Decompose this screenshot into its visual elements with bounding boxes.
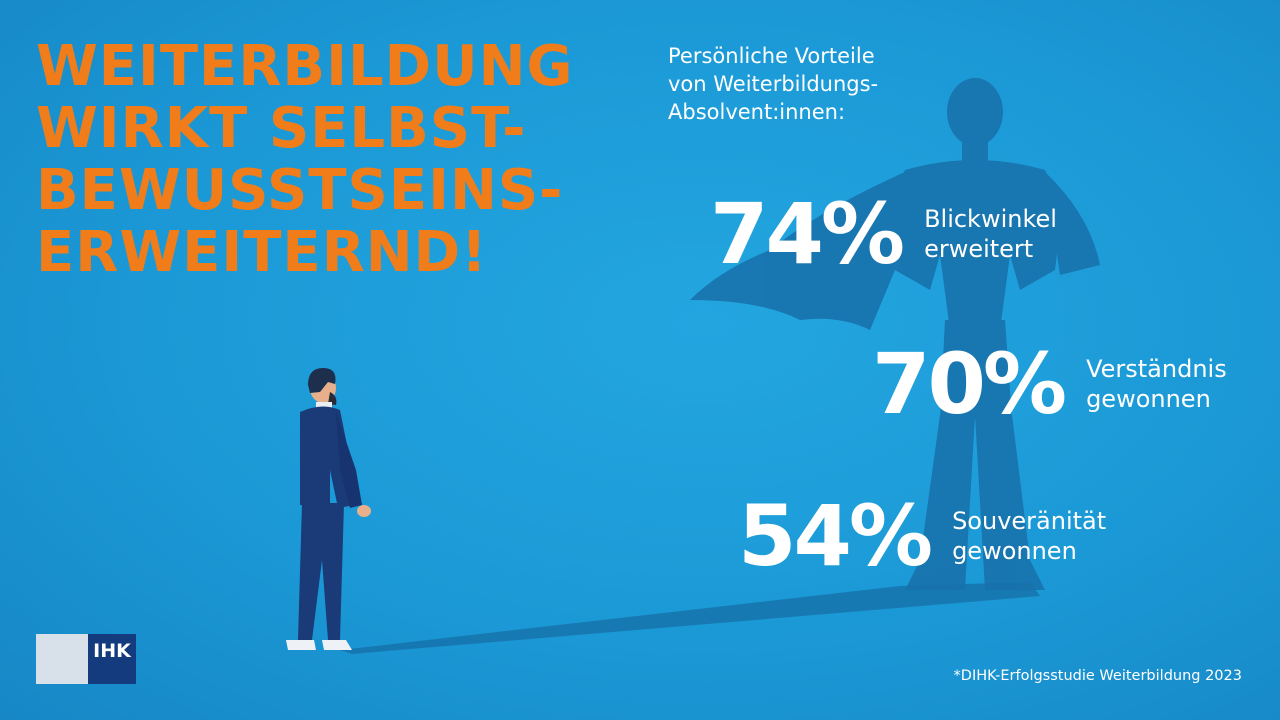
stat-label-line: gewonnen [952, 537, 1077, 565]
stat-label-line: Blickwinkel [924, 205, 1057, 233]
headline-line: WIRKT SELBST- [36, 96, 527, 161]
logo-dark-block: IHK [88, 634, 136, 684]
stat-label-line: Souveränität [952, 507, 1107, 535]
headline-line: ERWEITERND! [36, 220, 488, 285]
subtitle-line: Persönliche Vorteile [668, 44, 875, 68]
stat-value: 74% [710, 185, 905, 283]
stat-souveraenitaet: 54% Souveränität gewonnen [738, 494, 1106, 578]
subtitle-line: Absolvent:innen: [668, 100, 846, 124]
logo-text: IHK [93, 640, 131, 662]
logo-light-block [36, 634, 88, 684]
ground-shadow [340, 582, 1040, 654]
ihk-logo: IHK [36, 634, 136, 684]
headline-line: WEITERBILDUNG [36, 34, 574, 99]
stat-label-line: erweitert [924, 235, 1034, 263]
stat-value: 54% [738, 487, 933, 585]
subtitle: Persönliche Vorteile von Weiterbildungs-… [668, 42, 878, 126]
subtitle-line: von Weiterbildungs- [668, 72, 879, 96]
stat-value: 70% [872, 335, 1067, 433]
stat-label-line: gewonnen [1086, 385, 1211, 413]
stat-label: Souveränität gewonnen [952, 506, 1106, 566]
stat-blickwinkel: 74% Blickwinkel erweitert [710, 192, 1057, 276]
stat-verstaendnis: 70% Verständnis gewonnen [872, 342, 1227, 426]
stat-label-line: Verständnis [1086, 355, 1227, 383]
headline: WEITERBILDUNG WIRKT SELBST- BEWUSSTSEINS… [36, 36, 573, 284]
headline-line: BEWUSSTSEINS- [36, 158, 564, 223]
source-footnote: *DIHK-Erfolgsstudie Weiterbildung 2023 [953, 668, 1242, 684]
stat-label: Verständnis gewonnen [1086, 354, 1227, 414]
man-figure [286, 368, 371, 650]
superhero-shadow [690, 78, 1100, 590]
stat-label: Blickwinkel erweitert [924, 204, 1057, 264]
